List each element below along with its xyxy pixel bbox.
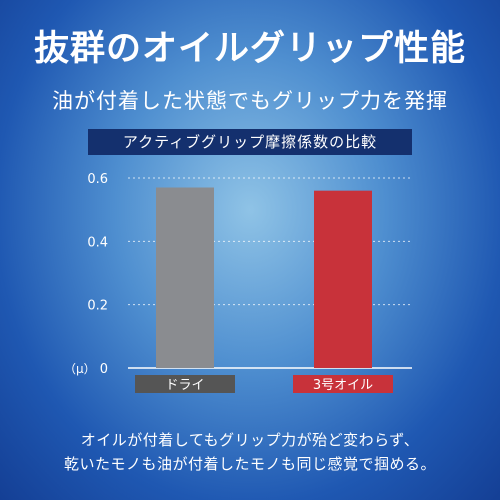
y-tick-label: 0.6 — [87, 172, 108, 187]
category-label: ドライ — [165, 378, 204, 393]
caption-line-1: オイルが付着してもグリップ力が殆ど変わらず、 — [80, 431, 420, 449]
chart-title: アクティブグリップ摩擦係数の比較 — [88, 129, 412, 155]
bar — [156, 187, 214, 368]
category-label: 3号オイル — [313, 378, 373, 393]
y-axis-label: （μ） — [64, 362, 96, 376]
headline: 抜群のオイルグリップ性能 — [33, 29, 466, 69]
y-tick-label: 0.2 — [87, 299, 108, 314]
friction-chart: 0 0.2 0.4 0.6 （μ） ドライ 3号オイル — [64, 172, 412, 393]
category-label-box — [293, 375, 393, 393]
bar — [314, 190, 372, 368]
caption-line-2: 乾いたモノも油が付着したモノも同じ感覚で掴める。 — [63, 455, 436, 473]
subheadline: 油が付着した状態でもグリップ力を発揮 — [52, 89, 448, 113]
category-label-box — [135, 375, 235, 393]
y-tick-label: 0 — [100, 362, 108, 377]
caption: オイルが付着してもグリップ力が殆ど変わらず、 乾いたモノも油が付着したモノも同じ… — [0, 428, 500, 476]
y-tick-label: 0.4 — [87, 235, 108, 250]
